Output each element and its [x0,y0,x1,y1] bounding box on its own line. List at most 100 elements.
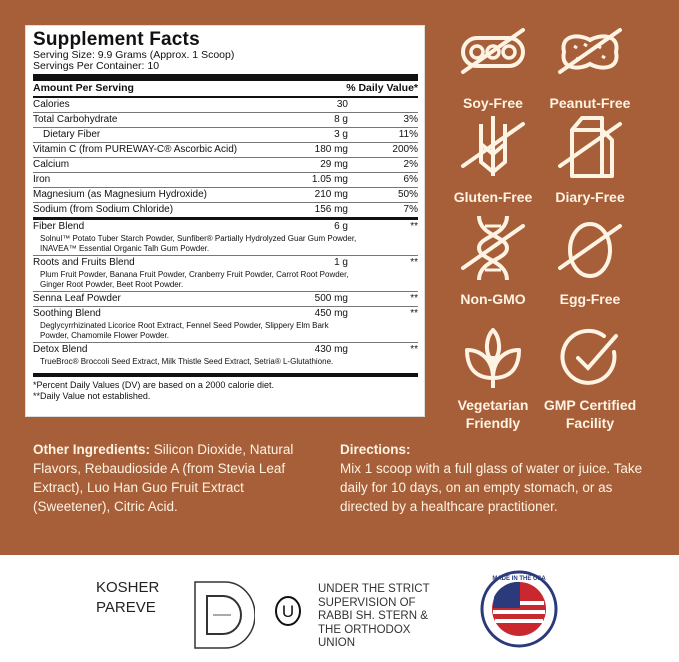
nutrient-amount: 180 mg [314,144,348,155]
nutrient-row: Sodium (from Sodium Chloride) 156 mg 7% [33,203,418,217]
serving-size: Serving Size: 9.9 Grams (Approx. 1 Scoop… [33,49,235,61]
badge-label: Egg-Free [559,291,621,307]
blend-detail: Solnul™ Potato Tuber Starch Powder, Sunf… [40,234,357,253]
footnote-dv: *Percent Daily Values (DV) are based on … [33,379,274,390]
blend-name: Roots and Fruits Blend [33,257,135,268]
blend-dv: ** [410,257,418,268]
nutrient-row: Total Carbohydrate 8 g 3% [33,113,418,128]
nutrient-row: Dietary Fiber 3 g 11% [33,128,418,143]
nutrient-amount: 3 g [334,129,348,140]
nutrient-amount: 30 [336,99,348,110]
divider [33,74,418,81]
blend-detail: Deglycyrrhizinated Licorice Root Extract… [40,321,329,340]
badge-label: GMP Certified Facility [543,397,637,431]
ou-kosher-symbol: U [275,596,301,626]
egg-free-icon [558,222,622,278]
header-dv: % Daily Value* [346,82,418,94]
badge-egg-free: Egg-Free [540,212,640,308]
nutrient-dv: 11% [398,129,418,140]
blend-dv: ** [410,308,418,319]
kashrut-seal-logo [194,581,255,649]
nutrient-row: Magnesium (as Magnesium Hydroxide) 210 mg… [33,188,418,203]
divider [33,372,418,377]
nutrient-dv: 2% [403,159,418,170]
nutrient-amount: 8 g [334,114,348,125]
badge-gluten-free: Gluten-Free [443,110,543,206]
badge-gmp-certified-facility: GMP Certified Facility [540,322,640,432]
blend-row: Detox Blend 430 mg ** TrueBroc® Broccoli Se… [33,343,418,369]
nutrient-name: Magnesium (as Magnesium Hydroxide) [33,189,207,200]
nutrient-amount: 156 mg [314,204,348,215]
supplement-facts-panel: Supplement Facts Serving Size: 9.9 Grams… [25,25,425,417]
footnotes: *Percent Daily Values (DV) are based on … [33,377,418,402]
soy-free-icon [461,28,525,74]
supervision-text: UNDER THE STRICT SUPERVISION OF RABBI SH… [318,583,430,649]
blend-name: Soothing Blend [33,308,101,319]
table-header: Amount Per Serving % Daily Value* [33,81,418,98]
check-circle-icon [560,328,618,385]
nutrient-row: Calories 30 [33,98,418,113]
nutrient-amount: 29 mg [320,159,348,170]
leaf-icon [465,328,521,388]
blend-row: Senna Leaf Powder 500 mg ** [33,292,418,307]
badge-peanut-free: Peanut-Free [540,16,640,112]
header-amount: Amount Per Serving [33,82,134,94]
blend-name: Detox Blend [33,344,88,355]
blend-amount: 500 mg [314,293,348,304]
directions-heading: Directions: [340,442,411,457]
blend-amount: 430 mg [314,344,348,355]
badge-non-gmo: Non-GMO [443,212,543,308]
blend-dv: ** [410,221,418,232]
nutrient-amount: 1.05 mg [311,174,348,185]
blend-row: Fiber Blend 6 g ** Solnul™ Potato Tuber Sta… [33,220,418,256]
badge-label: Gluten-Free [453,189,533,205]
directions: Directions: Mix 1 scoop with a full glass… [340,440,660,516]
blend-name: Senna Leaf Powder [33,293,121,304]
nutrient-row: Vitamin C (from PUREWAY-C® Ascorbic Acid… [33,143,418,158]
nutrient-dv: 3% [403,114,418,125]
nutrient-amount: 210 mg [314,189,348,200]
kosher-pareve: KOSHER PAREVE [96,578,159,618]
nutrient-name: Sodium (from Sodium Chloride) [33,204,174,215]
badge-label: Non-GMO [460,291,526,307]
nutrient-row: Calcium 29 mg 2% [33,158,418,173]
peanut-free-icon [558,28,622,74]
blend-dv: ** [410,344,418,355]
dairy-free-icon [558,116,622,178]
nutrient-dv: 50% [397,189,418,200]
nutrient-dv: 200% [392,144,418,155]
nutrient-name: Total Carbohydrate [33,114,118,125]
made-in-usa-seal: MADE IN THE USA [480,570,558,648]
badge-label: Diary-Free [555,189,625,205]
directions-text: Mix 1 scoop with a full glass of water o… [340,461,643,514]
ou-letter: U [282,602,294,621]
nutrient-name: Calories [33,99,70,110]
divider [33,217,418,220]
nutrient-name: Iron [33,174,51,185]
badge-diary-free: Diary-Free [540,110,640,206]
nutrient-dv: 7% [403,204,418,215]
badge-label: Vegetarian Friendly [457,397,529,431]
nutrient-name: Calcium [33,159,70,170]
other-ingredients-text: Silicon Dioxide, Natural Flavors, Rebaud… [33,442,294,514]
gluten-free-icon [461,116,525,176]
servings-per-container: Servings Per Container: 10 [33,60,160,72]
badge-label: Peanut-Free [549,95,631,111]
blend-dv: ** [410,293,418,304]
blend-detail: TrueBroc® Broccoli Seed Extract, Milk Th… [40,357,334,366]
badge-soy-free: Soy-Free [443,16,543,112]
nutrient-name: Dietary Fiber [43,129,101,140]
nutrient-dv: 6% [403,174,418,185]
kosher-text: KOSHER [96,579,160,596]
badge-label: Soy-Free [463,95,523,111]
footnote-not-established: **Daily Value not established. [33,390,151,401]
panel-title: Supplement Facts [33,29,200,50]
other-ingredients: Other Ingredients: Silicon Dioxide, Natu… [33,440,323,516]
blend-row: Roots and Fruits Blend 1 g ** Plum Fruit Po… [33,256,418,292]
nutrient-row: Iron 1.05 mg 6% [33,173,418,188]
blend-detail: Plum Fruit Powder, Banana Fruit Powder, … [40,270,349,289]
badge-vegetarian-friendly: Vegetarian Friendly [443,322,543,432]
nutrient-dv [348,98,418,112]
usa-seal-text: MADE IN THE USA [492,576,546,582]
blend-amount: 1 g [334,257,348,268]
